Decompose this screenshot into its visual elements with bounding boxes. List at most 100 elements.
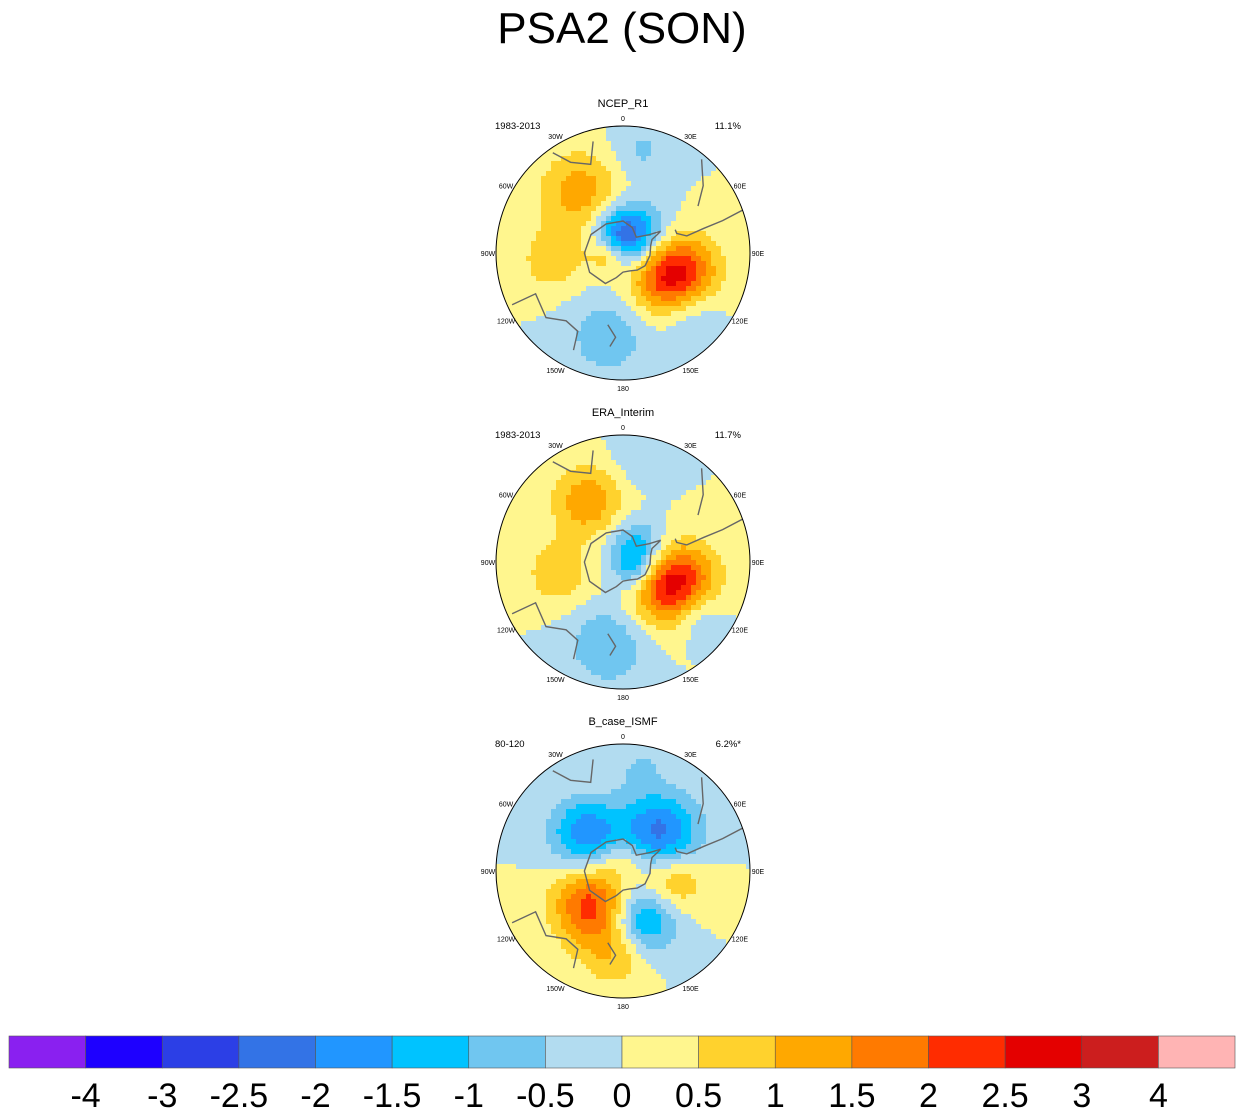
field-cell: [611, 166, 617, 172]
field-cell: [726, 226, 732, 232]
field-cell: [646, 560, 652, 566]
field-cell: [591, 665, 597, 671]
field-cell: [636, 560, 642, 566]
field-cell: [696, 331, 702, 337]
field-cell: [606, 341, 612, 347]
field-cell: [591, 331, 597, 337]
field-cell: [616, 655, 622, 661]
field-cell: [616, 321, 622, 327]
field-cell: [666, 216, 672, 222]
field-cell: [606, 136, 612, 142]
field-cell: [571, 620, 577, 626]
field-cell: [546, 241, 552, 247]
field-cell: [571, 485, 577, 491]
field-cell: [541, 176, 547, 182]
field-cell: [576, 585, 582, 591]
field-cell: [681, 595, 687, 601]
field-cell: [641, 316, 647, 322]
field-cell: [556, 929, 562, 935]
field-cell: [711, 550, 717, 556]
field-cell: [736, 590, 742, 596]
field-cell: [656, 465, 662, 471]
field-cell: [641, 296, 647, 302]
field-cell: [721, 515, 727, 521]
field-cell: [626, 141, 632, 147]
field-cell: [551, 969, 557, 975]
field-cell: [506, 884, 512, 890]
field-cell: [701, 201, 707, 207]
field-cell: [521, 834, 527, 840]
field-cell: [576, 764, 582, 770]
field-cell: [526, 824, 532, 830]
field-cell: [646, 246, 652, 252]
field-cell: [556, 969, 562, 975]
field-cell: [611, 590, 617, 596]
field-cell: [726, 186, 732, 192]
field-cell: [621, 460, 627, 466]
field-cell: [641, 465, 647, 471]
field-cell: [521, 246, 527, 252]
coastline: [697, 468, 704, 516]
field-cell: [576, 455, 582, 461]
field-cell: [571, 266, 577, 272]
field-cell: [621, 201, 627, 207]
field-cell: [551, 824, 557, 830]
field-cell: [571, 231, 577, 237]
field-cell: [536, 326, 542, 332]
field-cell: [661, 191, 667, 197]
field-cell: [696, 301, 702, 307]
field-cell: [631, 236, 637, 242]
field-cell: [566, 919, 572, 925]
field-cell: [616, 281, 622, 287]
field-cell: [561, 336, 567, 342]
field-cell: [561, 455, 567, 461]
field-cell: [566, 754, 572, 760]
field-cell: [551, 909, 557, 915]
field-cell: [701, 590, 707, 596]
field-cell: [501, 879, 507, 885]
field-cell: [676, 161, 682, 167]
field-cell: [556, 635, 562, 641]
field-cell: [666, 146, 672, 152]
field-cell: [716, 490, 722, 496]
field-cell: [561, 515, 567, 521]
field-cell: [631, 450, 637, 456]
field-cell: [531, 475, 537, 481]
field-cell: [661, 201, 667, 207]
field-cell: [546, 964, 552, 970]
field-cell: [556, 799, 562, 805]
field-cell: [566, 351, 572, 357]
field-cell: [541, 944, 547, 950]
field-cell: [526, 914, 532, 920]
field-cell: [521, 869, 527, 875]
field-cell: [701, 191, 707, 197]
field-cell: [596, 291, 602, 297]
field-cell: [566, 894, 572, 900]
field-cell: [536, 196, 542, 202]
field-cell: [636, 555, 642, 561]
field-cell: [666, 630, 672, 636]
field-cell: [526, 256, 532, 262]
field-cell: [686, 570, 692, 576]
field-cell: [691, 336, 697, 342]
field-cell: [676, 620, 682, 626]
field-cell: [641, 211, 647, 217]
field-cell: [636, 296, 642, 302]
field-cell: [636, 156, 642, 162]
field-cell: [666, 296, 672, 302]
field-cell: [646, 216, 652, 222]
field-cell: [646, 530, 652, 536]
field-cell: [716, 241, 722, 247]
field-cell: [576, 849, 582, 855]
field-cell: [561, 600, 567, 606]
field-cell: [646, 510, 652, 516]
field-cell: [501, 271, 507, 277]
field-cell: [531, 171, 537, 177]
field-cell: [551, 495, 557, 501]
field-cell: [576, 545, 582, 551]
field-cell: [646, 306, 652, 312]
field-cell: [521, 600, 527, 606]
field-cell: [551, 156, 557, 162]
field-cell: [686, 545, 692, 551]
field-cell: [606, 151, 612, 157]
